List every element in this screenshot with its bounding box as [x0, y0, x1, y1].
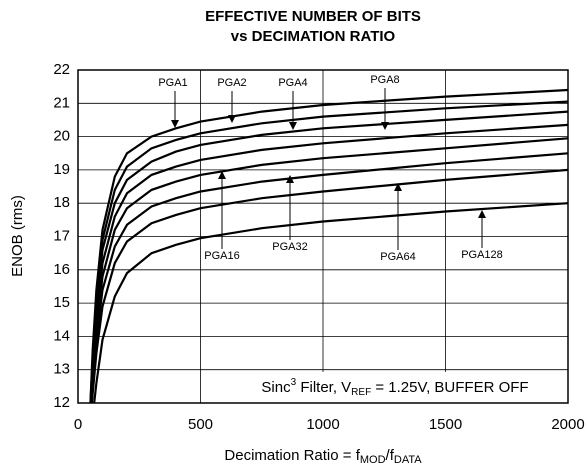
y-tick-label: 21 [53, 94, 70, 111]
series-label: PGA128 [461, 249, 503, 261]
y-axis-label: ENOB (rms) [9, 195, 26, 277]
chart-title: EFFECTIVE NUMBER OF BITS [205, 8, 421, 25]
annotation-part: Sinc [261, 379, 291, 396]
chart-title: vs DECIMATION RATIO [231, 28, 396, 45]
series-line [89, 137, 568, 403]
series-line [90, 168, 568, 403]
annotation-sup: 3 [291, 377, 297, 388]
series-label: PGA32 [272, 241, 307, 253]
y-tick-label: 17 [53, 227, 70, 244]
series-line [90, 152, 568, 403]
x-axis-label-sub: MOD [360, 454, 386, 466]
x-axis-label-part: /f [386, 447, 395, 464]
y-tick-label: 12 [53, 394, 70, 411]
annotation-part: = 1.25V, BUFFER OFF [371, 379, 528, 396]
annotation: Sinc3 Filter, VREF = 1.25V, BUFFER OFF [261, 377, 528, 398]
y-tick-label: 19 [53, 161, 70, 178]
y-tick-label: 18 [53, 194, 70, 211]
y-tick-label: 15 [53, 294, 70, 311]
series-line [89, 123, 568, 403]
x-tick-label: 500 [188, 416, 213, 433]
y-tick-label: 13 [53, 361, 70, 378]
series-label: PGA4 [278, 77, 307, 89]
annotation-sub: REF [351, 387, 371, 398]
x-tick-label: 2000 [551, 416, 584, 433]
series-label: PGA8 [370, 74, 399, 86]
x-axis-label-sub: DATA [394, 454, 422, 466]
x-tick-label: 0 [74, 416, 82, 433]
y-tick-label: 14 [53, 327, 70, 344]
y-tick-label: 16 [53, 261, 70, 278]
series-line [93, 202, 568, 403]
series-label: PGA2 [217, 77, 246, 89]
series-label: PGA64 [380, 251, 415, 263]
x-tick-label: 1500 [429, 416, 462, 433]
annotation-box [222, 372, 568, 403]
y-tick-label: 22 [53, 61, 70, 78]
x-tick-label: 1000 [306, 416, 339, 433]
series-label: PGA1 [158, 77, 187, 89]
series-label: PGA16 [204, 250, 239, 262]
x-axis-label: Decimation Ratio = fMOD/fDATA [224, 447, 422, 466]
grid [77, 69, 569, 404]
curves [89, 88, 568, 403]
y-tick-label: 20 [53, 128, 70, 145]
plot-frame [77, 69, 569, 404]
x-axis-label-part: Decimation Ratio = f [224, 447, 360, 464]
annotation-part: Filter, V [296, 379, 351, 396]
